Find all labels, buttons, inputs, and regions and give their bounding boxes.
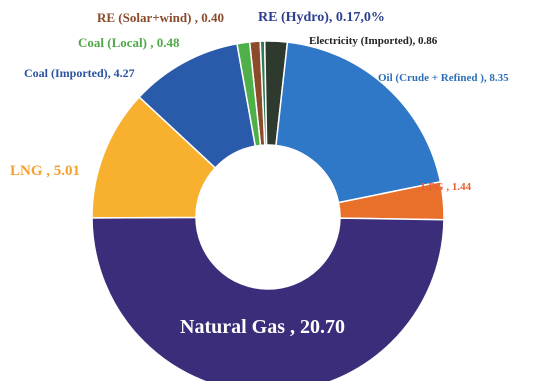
label-coal-local: Coal (Local) , 0.48	[78, 35, 180, 50]
label-natural-gas: Natural Gas , 20.70	[180, 316, 345, 338]
slice-oil-crude-refined	[275, 41, 442, 204]
label-oil: Oil (Crude + Refined ), 8.35	[378, 72, 509, 84]
label-electricity-imported: Electricity (Imported), 0.86	[309, 35, 438, 47]
label-lpg: LPG , 1.44	[421, 181, 472, 193]
label-re-solar-wind: RE (Solar+wind) , 0.40	[97, 10, 224, 25]
donut-slices	[91, 40, 445, 381]
label-lng: LNG , 5.01	[10, 163, 80, 179]
slice-natural-gas	[91, 216, 445, 381]
slice-labels: RE (Solar+wind) , 0.40 RE (Hydro), 0.17,…	[10, 10, 509, 338]
slice-coal-local	[236, 41, 262, 147]
label-coal-imported: Coal (Imported), 4.27	[24, 66, 135, 80]
slice-lng	[91, 95, 217, 219]
label-re-hydro: RE (Hydro), 0.17,0%	[258, 10, 385, 25]
